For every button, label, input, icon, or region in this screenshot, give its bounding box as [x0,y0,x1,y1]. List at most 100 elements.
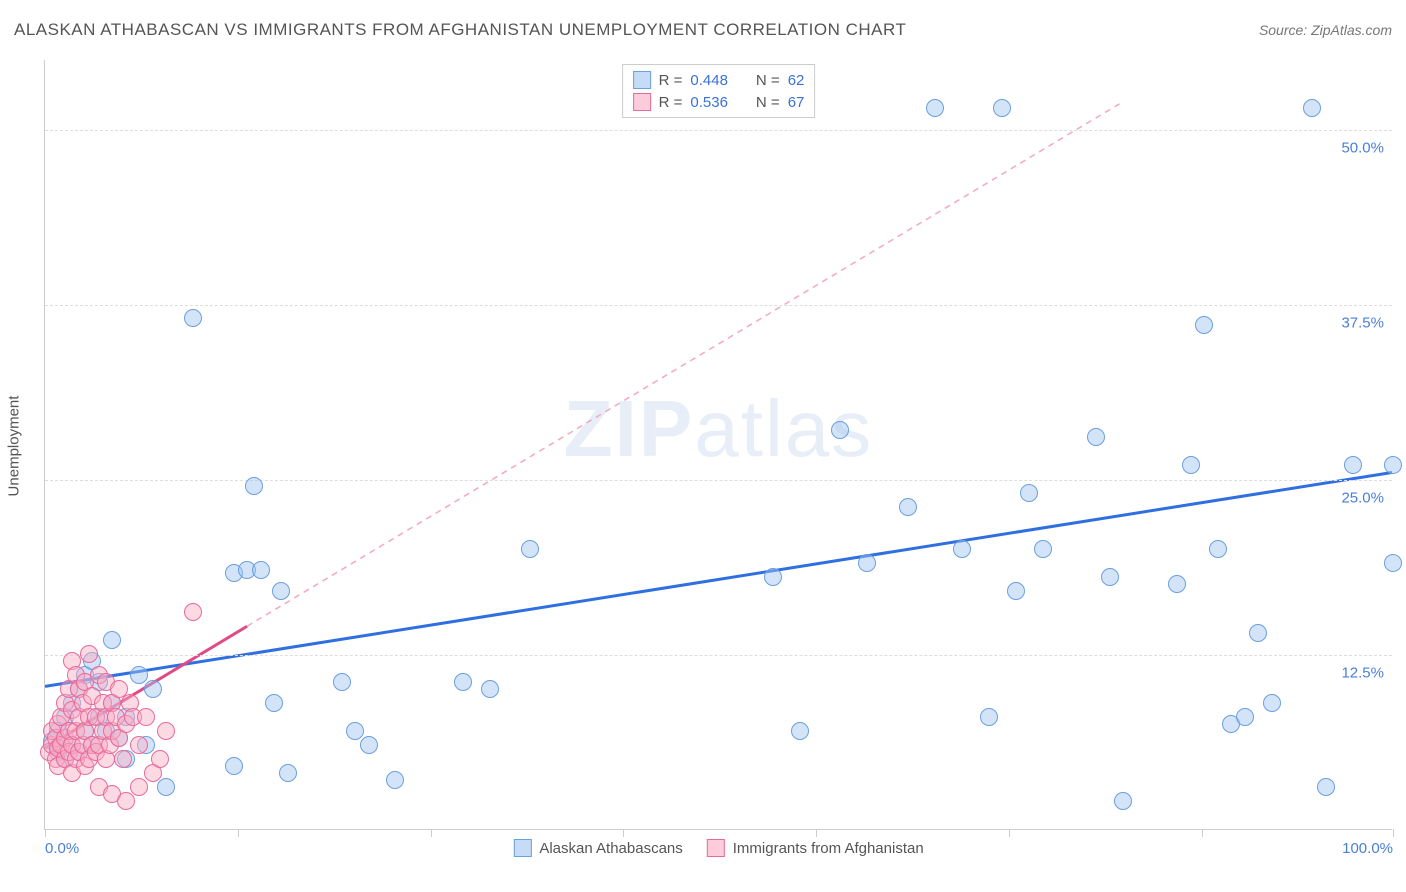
swatch-pink [707,839,725,857]
source-name: ZipAtlas.com [1311,22,1392,38]
ytick-label: 12.5% [1341,665,1384,682]
xtick [45,829,46,837]
watermark-bold: ZIP [564,384,694,473]
data-point [386,771,404,789]
legend-item-pink: Immigrants from Afghanistan [707,839,924,857]
swatch-pink [633,93,651,111]
y-axis-label: Unemployment [6,396,23,497]
data-point [1384,554,1402,572]
r-label: R = [659,94,683,111]
data-point [1168,575,1186,593]
data-point [521,540,539,558]
correlation-legend: R = 0.448 N = 62 R = 0.536 N = 67 [622,64,816,118]
data-point [831,421,849,439]
scatter-plot: ZIPatlas R = 0.448 N = 62 R = 0.536 N = … [44,60,1392,830]
data-point [1344,456,1362,474]
swatch-blue [633,71,651,89]
data-point [225,757,243,775]
data-point [1303,99,1321,117]
data-point [953,540,971,558]
r-label: R = [659,72,683,89]
data-point [1195,316,1213,334]
data-point [114,750,132,768]
data-point [1384,456,1402,474]
data-point [80,645,98,663]
gridline [45,130,1392,131]
swatch-blue [513,839,531,857]
legend-row-pink: R = 0.536 N = 67 [633,91,805,113]
source-prefix: Source: [1259,22,1311,38]
data-point [1020,484,1038,502]
xtick [238,829,239,837]
data-point [764,568,782,586]
xtick [816,829,817,837]
legend-item-blue: Alaskan Athabascans [513,839,682,857]
data-point [103,631,121,649]
data-point [858,554,876,572]
source-attribution: Source: ZipAtlas.com [1259,22,1392,38]
xtick-label-max: 100.0% [1342,840,1393,857]
data-point [151,750,169,768]
xtick [623,829,624,837]
legend-label-blue: Alaskan Athabascans [539,840,682,857]
r-value-pink: 0.536 [690,94,728,111]
ytick-label: 25.0% [1341,490,1384,507]
data-point [130,736,148,754]
xtick [1393,829,1394,837]
data-point [926,99,944,117]
n-label: N = [756,94,780,111]
gridline [45,655,1392,656]
trend-lines-layer [45,60,1392,829]
watermark: ZIPatlas [564,383,873,475]
data-point [980,708,998,726]
gridline [45,305,1392,306]
data-point [1087,428,1105,446]
data-point [333,673,351,691]
data-point [117,792,135,810]
data-point [1249,624,1267,642]
data-point [130,778,148,796]
r-value-blue: 0.448 [690,72,728,89]
data-point [144,680,162,698]
data-point [1034,540,1052,558]
data-point [245,477,263,495]
data-point [346,722,364,740]
data-point [1182,456,1200,474]
data-point [1263,694,1281,712]
data-point [1114,792,1132,810]
legend-row-blue: R = 0.448 N = 62 [633,69,805,91]
xtick-label-min: 0.0% [45,840,79,857]
data-point [157,778,175,796]
data-point [1209,540,1227,558]
ytick-label: 37.5% [1341,315,1384,332]
data-point [899,498,917,516]
n-value-pink: 67 [788,94,805,111]
data-point [137,708,155,726]
data-point [252,561,270,579]
ytick-label: 50.0% [1341,140,1384,157]
data-point [279,764,297,782]
data-point [993,99,1011,117]
data-point [1007,582,1025,600]
n-label: N = [756,72,780,89]
data-point [157,722,175,740]
xtick [1202,829,1203,837]
chart-title: ALASKAN ATHABASCAN VS IMMIGRANTS FROM AF… [14,20,906,40]
data-point [184,603,202,621]
data-point [184,309,202,327]
n-value-blue: 62 [788,72,805,89]
data-point [454,673,472,691]
data-point [791,722,809,740]
data-point [1317,778,1335,796]
legend-label-pink: Immigrants from Afghanistan [733,840,924,857]
data-point [130,666,148,684]
data-point [265,694,283,712]
data-point [360,736,378,754]
data-point [1236,708,1254,726]
series-legend: Alaskan Athabascans Immigrants from Afgh… [513,839,923,857]
data-point [1101,568,1119,586]
data-point [481,680,499,698]
xtick [431,829,432,837]
xtick [1009,829,1010,837]
data-point [272,582,290,600]
